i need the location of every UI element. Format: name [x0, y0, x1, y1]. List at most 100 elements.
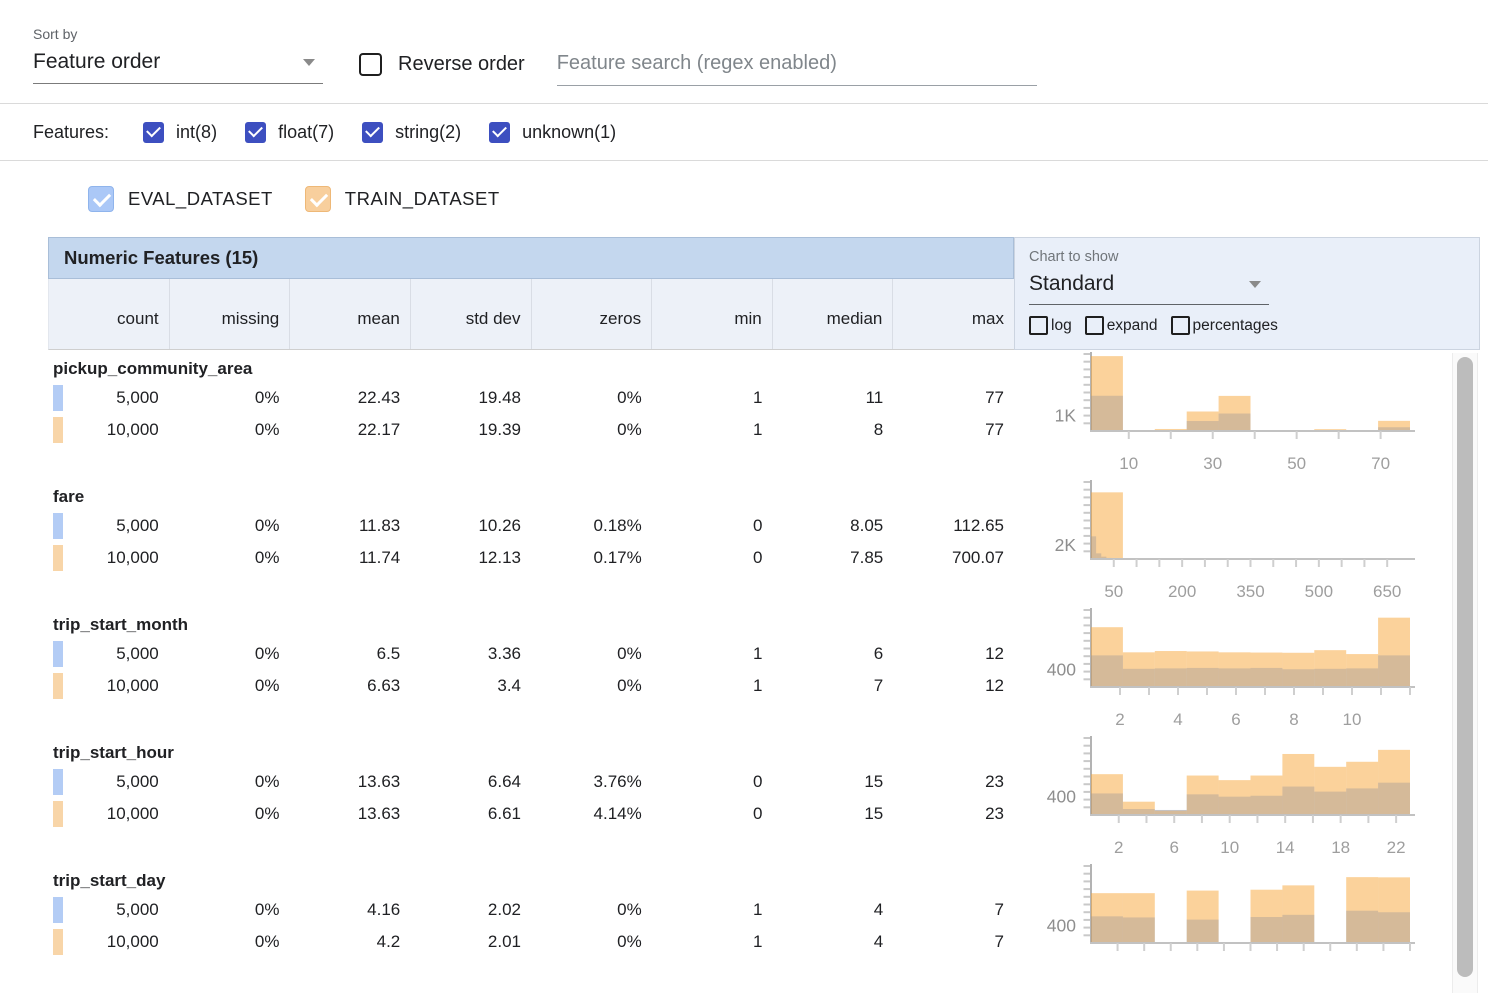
dataset-color-chip-eval — [53, 769, 63, 795]
chart-option-label: expand — [1107, 317, 1158, 335]
stat-cell-zeros: 0% — [531, 900, 652, 920]
checkbox-unchecked-icon[interactable] — [1029, 316, 1048, 335]
stat-cell-mean: 11.74 — [290, 548, 411, 568]
svg-text:650: 650 — [1373, 582, 1401, 601]
stat-cell-min: 1 — [652, 932, 773, 952]
svg-text:50: 50 — [1104, 582, 1123, 601]
dataset-color-chip-eval — [53, 513, 63, 539]
histogram-trip_start_month: 246810400 — [1014, 606, 1454, 732]
feature-type-filter-int[interactable]: int(8) — [143, 122, 217, 143]
stat-cell-max: 12 — [893, 644, 1014, 664]
stat-row-train: 10,0000%13.636.614.14%01523 — [48, 798, 1014, 830]
stat-cell-std dev: 6.64 — [410, 772, 531, 792]
checkbox-checked-icon[interactable] — [245, 122, 266, 143]
features-filter-label: Features: — [33, 122, 109, 143]
stat-cell-mean: 6.5 — [290, 644, 411, 664]
svg-text:400: 400 — [1047, 660, 1076, 680]
stat-cell-missing: 0% — [169, 548, 290, 568]
stat-cell-mean: 11.83 — [290, 516, 411, 536]
dataset-toggle-eval[interactable]: EVAL_DATASET — [88, 186, 273, 212]
svg-text:2: 2 — [1114, 838, 1123, 857]
stat-cell-missing: 0% — [169, 388, 290, 408]
dataset-color-chip-eval — [53, 897, 63, 923]
scrollbar-thumb[interactable] — [1457, 357, 1473, 977]
stat-cell-missing: 0% — [169, 932, 290, 952]
svg-text:10: 10 — [1220, 838, 1239, 857]
chart-option-percentages[interactable]: percentages — [1171, 316, 1278, 335]
stat-cell-median: 8 — [773, 420, 894, 440]
stat-cell-missing: 0% — [169, 804, 290, 824]
stat-row-eval: 5,0000%13.636.643.76%01523 — [48, 766, 1014, 798]
feature-block-trip_start_month: trip_start_month5,0000%6.53.360%161210,0… — [48, 606, 1014, 734]
checkbox-checked-icon[interactable] — [362, 122, 383, 143]
feature-type-filter-string[interactable]: string(2) — [362, 122, 461, 143]
histogram-block-pickup_community_area: 103050701K — [1014, 350, 1488, 478]
stat-cell-median: 4 — [773, 932, 894, 952]
stat-cell-mean: 22.43 — [290, 388, 411, 408]
stat-cell-min: 0 — [652, 804, 773, 824]
dataset-label: EVAL_DATASET — [128, 188, 273, 210]
vertical-scrollbar[interactable] — [1452, 353, 1478, 993]
stat-cell-missing: 0% — [169, 900, 290, 920]
feature-type-filter-float[interactable]: float(7) — [245, 122, 334, 143]
histogram-block-trip_start_day: 400 — [1014, 862, 1488, 990]
stat-row-train: 10,0000%11.7412.130.17%07.85700.07 — [48, 542, 1014, 574]
stat-cell-std dev: 3.36 — [410, 644, 531, 664]
stat-cell-count: 5,000 — [48, 516, 169, 536]
column-header-zeros: zeros — [532, 279, 653, 349]
checkbox-unchecked-icon[interactable] — [1085, 316, 1104, 335]
dataset-checkbox-eval[interactable] — [88, 186, 114, 212]
svg-text:22: 22 — [1387, 838, 1406, 857]
checkmark-icon — [93, 189, 111, 207]
checkmark-icon — [310, 189, 328, 207]
feature-type-filter-unknown[interactable]: unknown(1) — [489, 122, 616, 143]
checkbox-checked-icon[interactable] — [489, 122, 510, 143]
chevron-down-icon — [303, 59, 315, 66]
dataset-color-chip-train — [53, 417, 63, 443]
dataset-toggle-train[interactable]: TRAIN_DATASET — [305, 186, 500, 212]
stat-cell-mean: 22.17 — [290, 420, 411, 440]
stat-cell-count: 10,000 — [48, 804, 169, 824]
sort-by-label: Sort by — [33, 26, 323, 42]
feature-type-label: int(8) — [176, 122, 217, 143]
checkbox-checked-icon[interactable] — [143, 122, 164, 143]
checkbox-unchecked-icon[interactable] — [1171, 316, 1190, 335]
overview-table: Numeric Features (15) countmissingmeanst… — [0, 237, 1488, 990]
feature-name: fare — [48, 478, 1014, 510]
chart-type-dropdown[interactable]: Standard — [1029, 265, 1269, 305]
stat-cell-mean: 4.2 — [290, 932, 411, 952]
stat-cell-median: 11 — [773, 388, 894, 408]
feature-name: trip_start_day — [48, 862, 1014, 894]
table-title-text: Numeric Features (15) — [64, 247, 258, 269]
feature-block-trip_start_day: trip_start_day5,0000%4.162.020%14710,000… — [48, 862, 1014, 990]
stat-cell-std dev: 6.61 — [410, 804, 531, 824]
svg-text:200: 200 — [1168, 582, 1196, 601]
feature-type-label: float(7) — [278, 122, 334, 143]
dataset-checkbox-train[interactable] — [305, 186, 331, 212]
svg-text:30: 30 — [1203, 454, 1222, 473]
chart-option-log[interactable]: log — [1029, 316, 1072, 335]
svg-text:6: 6 — [1231, 710, 1240, 729]
reverse-order-checkbox[interactable] — [359, 53, 382, 76]
stat-row-train: 10,0000%22.1719.390%1877 — [48, 414, 1014, 446]
stat-cell-max: 23 — [893, 804, 1014, 824]
stat-cell-missing: 0% — [169, 676, 290, 696]
sort-by-dropdown[interactable]: Feature order — [33, 50, 323, 84]
stat-cell-std dev: 3.4 — [410, 676, 531, 696]
stat-cell-zeros: 0.17% — [531, 548, 652, 568]
reverse-order-control: Reverse order — [359, 53, 525, 76]
svg-text:500: 500 — [1305, 582, 1333, 601]
dataset-color-chip-eval — [53, 385, 63, 411]
stat-cell-min: 0 — [652, 548, 773, 568]
feature-type-label: unknown(1) — [522, 122, 616, 143]
chart-controls-panel: Chart to show Standard logexpandpercenta… — [1014, 237, 1480, 350]
stat-cell-count: 5,000 — [48, 900, 169, 920]
column-header-count: count — [49, 279, 170, 349]
stat-cell-max: 700.07 — [893, 548, 1014, 568]
stat-cell-count: 10,000 — [48, 676, 169, 696]
histogram-trip_start_hour: 2610141822400 — [1014, 734, 1454, 860]
svg-text:400: 400 — [1047, 916, 1076, 936]
search-input[interactable] — [557, 50, 1037, 85]
chart-option-expand[interactable]: expand — [1085, 316, 1158, 335]
stat-cell-max: 77 — [893, 420, 1014, 440]
